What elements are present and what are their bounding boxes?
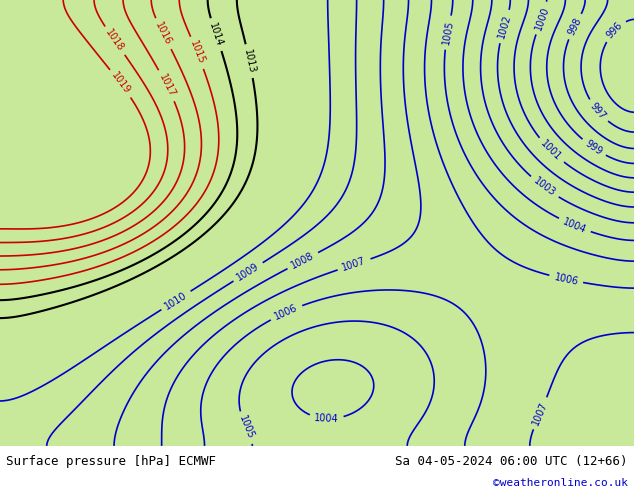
Text: 1007: 1007 [531,400,550,427]
Text: ©weatheronline.co.uk: ©weatheronline.co.uk [493,478,628,489]
Text: 1009: 1009 [235,261,261,283]
Text: 1013: 1013 [242,48,257,74]
Text: 1002: 1002 [496,13,512,40]
Text: 1003: 1003 [531,176,557,198]
Text: 996: 996 [605,21,625,41]
Text: Surface pressure [hPa] ECMWF: Surface pressure [hPa] ECMWF [6,455,216,468]
Text: 1004: 1004 [561,216,588,235]
Text: 1008: 1008 [290,250,316,271]
Text: 998: 998 [566,16,583,37]
Text: Sa 04-05-2024 06:00 UTC (12+66): Sa 04-05-2024 06:00 UTC (12+66) [395,455,628,468]
Text: 1004: 1004 [314,413,339,424]
Text: 997: 997 [588,101,608,122]
Text: 1019: 1019 [109,71,132,96]
Text: 1018: 1018 [104,28,126,53]
Text: 1014: 1014 [207,22,224,48]
Text: 1015: 1015 [188,40,207,66]
Text: 1001: 1001 [539,139,563,163]
Text: 1017: 1017 [157,72,177,99]
Text: 999: 999 [583,139,604,157]
Text: 1007: 1007 [341,256,367,273]
Text: 1005: 1005 [237,414,256,441]
Text: 1000: 1000 [533,5,551,31]
Text: 1016: 1016 [153,21,173,47]
Text: 1010: 1010 [163,290,189,311]
Text: 1006: 1006 [553,272,579,287]
Text: 1006: 1006 [273,303,299,322]
Text: 1005: 1005 [441,20,455,46]
